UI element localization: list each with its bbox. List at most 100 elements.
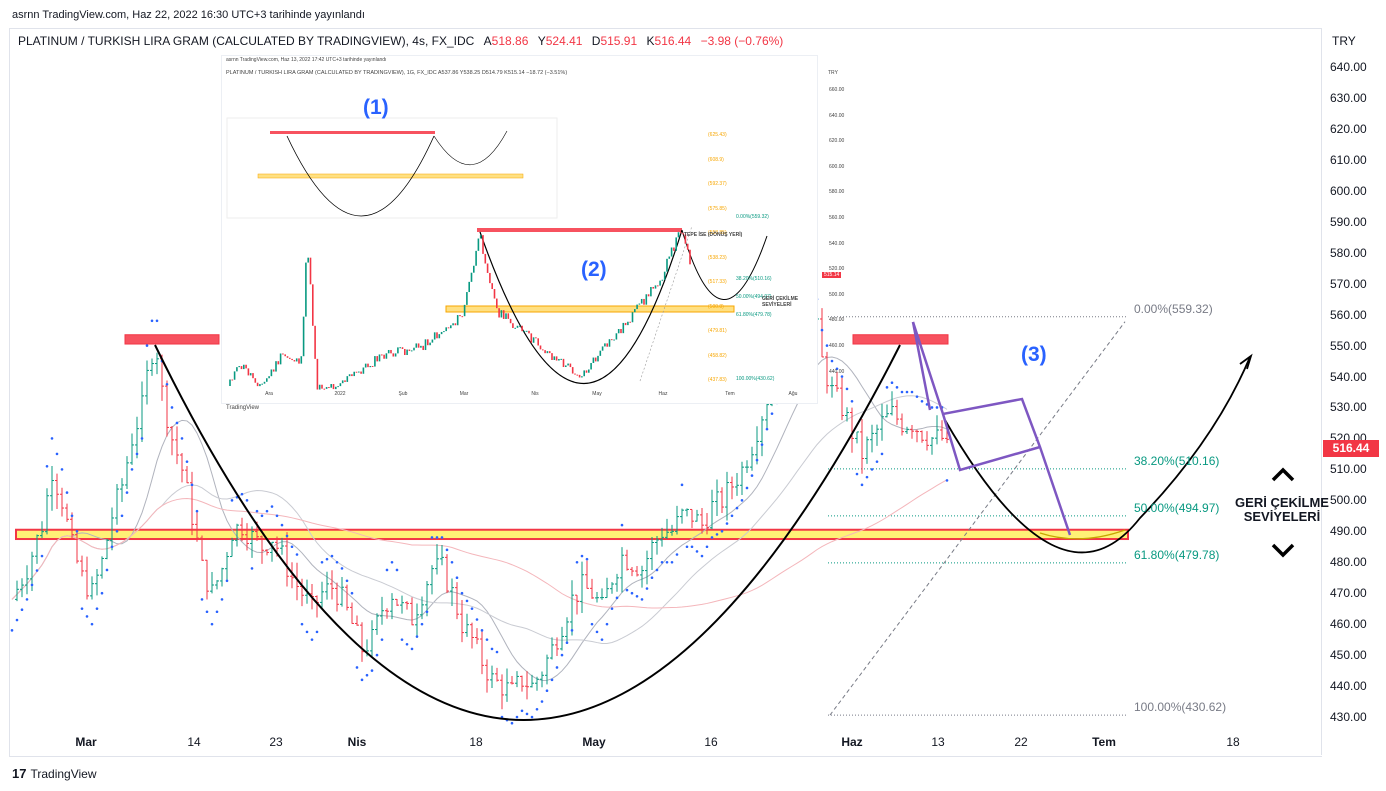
inset-candle (583, 370, 585, 377)
sar-dot (650, 576, 654, 580)
inset-candle (394, 353, 397, 357)
sar-dot (45, 464, 49, 468)
inset-candle (507, 313, 510, 319)
sar-dot (410, 647, 414, 651)
inset-candle (348, 374, 351, 377)
sar-dot (440, 536, 444, 539)
inset-candle (259, 384, 261, 387)
tv-logo-text: TradingView (30, 767, 97, 781)
x-tick-label: Nis (347, 735, 367, 749)
sar-dot (820, 328, 824, 332)
fib-level-label: 38.20%(510.16) (1134, 453, 1220, 468)
inset-candle (367, 363, 369, 368)
inset-candle (537, 338, 539, 346)
inset-candle (486, 263, 489, 273)
inset-sub-resistance (270, 131, 435, 134)
sar-dot (610, 607, 614, 610)
inset-candle (378, 354, 381, 362)
flag-pattern-line (911, 321, 1072, 536)
sar-dot (520, 709, 524, 713)
sar-dot (265, 509, 269, 513)
tradingview-logo[interactable]: 17 TradingView (12, 766, 97, 781)
sar-dot (210, 622, 214, 626)
y-tick-label: 550.00 (1330, 338, 1367, 353)
inset-candle (493, 289, 496, 299)
inset-candle (567, 363, 569, 366)
inset-candle (275, 361, 277, 372)
sar-dot (10, 629, 14, 632)
sar-dot (150, 319, 154, 323)
inset-candle (316, 358, 319, 390)
inset-candle (272, 369, 275, 372)
inset-candle (509, 318, 512, 324)
inset-candle (286, 356, 289, 358)
symbol-title[interactable]: PLATINUM / TURKISH LIRA GRAM (CALCULATED… (18, 34, 475, 48)
x-tick-label: 22 (1014, 735, 1028, 749)
inset-candle (647, 294, 650, 297)
inset-candle (277, 361, 280, 365)
sar-dot (100, 591, 104, 595)
sar-dot (395, 568, 399, 572)
sar-dot (360, 678, 364, 682)
sar-dot (375, 653, 379, 657)
sar-dot (695, 550, 699, 553)
price-axis[interactable] (1321, 28, 1382, 755)
sar-dot (585, 557, 589, 561)
sar-dot (745, 486, 749, 490)
sar-dot (20, 608, 24, 611)
sar-dot (270, 505, 274, 508)
y-tick-label: 480.00 (1330, 555, 1367, 570)
sar-dot (550, 678, 554, 682)
inset-candle (300, 356, 303, 364)
sar-dot (120, 514, 124, 518)
inset-x-tick: Ara (265, 391, 273, 397)
x-tick-label: Mar (75, 735, 97, 749)
inset-candle (420, 345, 422, 348)
sar-dot (870, 468, 874, 471)
inset-candle (312, 284, 314, 326)
inset-candle (438, 334, 441, 339)
inset-candle (636, 304, 638, 310)
sar-dot (130, 468, 134, 471)
sar-dot (930, 406, 934, 409)
sar-dot (165, 382, 169, 386)
sar-dot (345, 579, 349, 583)
inset-candle (293, 360, 296, 362)
close-label: K (646, 34, 655, 48)
inset-candle (454, 323, 457, 326)
sar-dot (725, 522, 729, 525)
inset-candle (351, 374, 353, 377)
inset-candle (525, 330, 528, 332)
inset-header: PLATINUM / TURKISH LIRA GRAM (CALCULATED… (226, 70, 568, 76)
high-label: Y (537, 34, 546, 48)
inset-fib-trend (639, 225, 693, 382)
inset-candle (362, 367, 365, 374)
inset-candle (243, 364, 245, 370)
inset-candle (355, 371, 358, 373)
inset-candle (670, 247, 673, 257)
inset-candle (307, 257, 309, 263)
sar-dot (630, 591, 634, 595)
y-tick-label: 510.00 (1330, 462, 1367, 477)
inset-candle (404, 348, 406, 356)
inset-candle (528, 330, 530, 334)
inset-candle (410, 350, 413, 352)
inset-fib-label: (558.85) (708, 230, 727, 236)
inset-candle (479, 235, 482, 239)
sar-dot (750, 474, 754, 477)
inset-candle (643, 298, 645, 305)
sar-dot (690, 545, 694, 549)
inset-fib-label: (592.37) (708, 181, 727, 187)
inset-candle (569, 363, 572, 368)
inset-candle (604, 343, 606, 347)
sar-dot (485, 638, 489, 641)
inset-candle (229, 379, 231, 386)
sar-dot (535, 707, 539, 711)
inset-candle (634, 309, 636, 313)
sar-dot (55, 452, 59, 456)
sar-dot (290, 545, 294, 549)
inset-candle (337, 386, 339, 388)
inset-candle (256, 382, 259, 387)
sar-dot (70, 514, 74, 518)
